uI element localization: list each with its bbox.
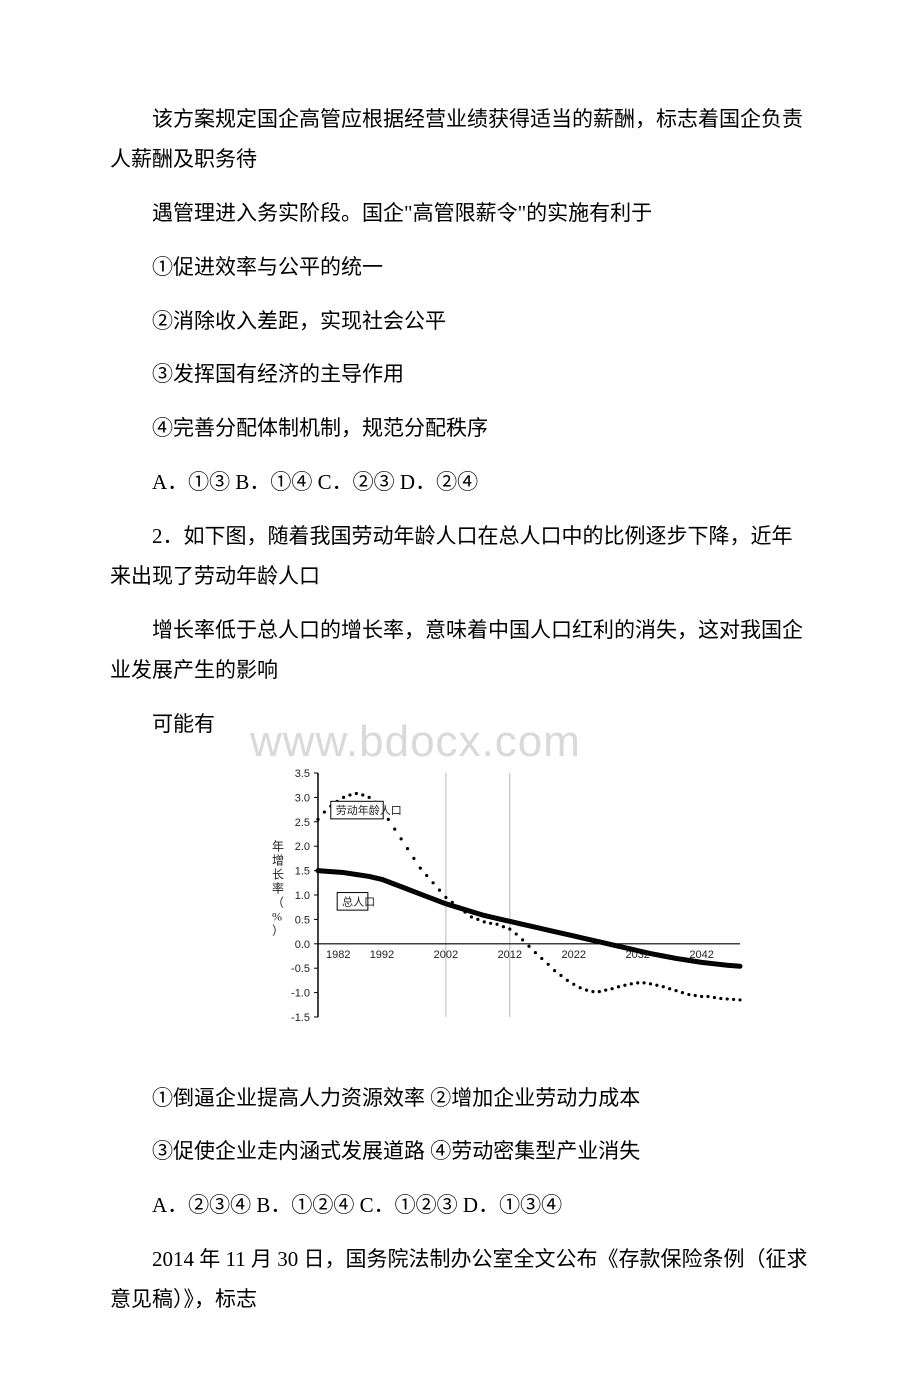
svg-text:）: ） <box>272 923 284 937</box>
option-line: ③促使企业走内涵式发展道路 ④劳动密集型产业消失 <box>110 1132 810 1172</box>
svg-text:2002: 2002 <box>434 948 458 960</box>
option-line: ①促进效率与公平的统一 <box>110 248 810 288</box>
answer-choices: A．②③④ B．①②④ C．①②③ D．①③④ <box>110 1186 810 1226</box>
svg-text:%: % <box>272 909 282 923</box>
option-line: ②消除收入差距，实现社会公平 <box>110 302 810 342</box>
chart-svg: -1.5 -1.0 -0.5 0.0 0.5 1.0 1.5 2.0 2.5 3.0 3.5 1982… <box>260 759 750 1059</box>
svg-text:3.0: 3.0 <box>295 792 310 804</box>
svg-text:1.0: 1.0 <box>295 890 310 902</box>
svg-text:1982: 1982 <box>326 948 350 960</box>
paragraph: 2014 年 11 月 30 日，国务院法制办公室全文公布《存款保险条例（征求意… <box>110 1240 810 1320</box>
document-page: 该方案规定国企高管应根据经营业绩获得适当的薪酬，标志着国企负责人薪酬及职务待 遇… <box>0 0 920 1394</box>
option-line: ③发挥国有经济的主导作用 <box>110 355 810 395</box>
svg-text:（: （ <box>272 895 284 909</box>
paragraph: 遇管理进入务实阶段。国企"高管限薪令"的实施有利于 <box>110 194 810 234</box>
svg-text:劳动年龄人口: 劳动年龄人口 <box>336 803 402 817</box>
svg-text:2.5: 2.5 <box>295 816 310 828</box>
svg-text:-1.5: -1.5 <box>291 1012 310 1024</box>
svg-text:年: 年 <box>272 839 284 853</box>
svg-text:0.0: 0.0 <box>295 938 310 950</box>
svg-text:1.5: 1.5 <box>295 865 310 877</box>
svg-text:长: 长 <box>272 867 284 881</box>
svg-text:3.5: 3.5 <box>295 768 310 780</box>
population-growth-chart: www.bdocx.com -1.5-1.0-0.50.00.51.01.52.… <box>260 759 810 1059</box>
paragraph: 该方案规定国企高管应根据经营业绩获得适当的薪酬，标志着国企负责人薪酬及职务待 <box>110 100 810 180</box>
svg-text:增: 增 <box>272 853 284 867</box>
question-stem: 2．如下图，随着我国劳动年龄人口在总人口中的比例逐步下降，近年来出现了劳动年龄人… <box>110 517 810 597</box>
svg-text:率: 率 <box>272 880 284 895</box>
paragraph: 增长率低于总人口的增长率，意味着中国人口红利的消失，这对我国企业发展产生的影响 <box>110 611 810 691</box>
svg-text:2012: 2012 <box>498 948 522 960</box>
svg-text:总人口: 总人口 <box>342 894 375 908</box>
option-line: ④完善分配体制机制，规范分配秩序 <box>110 409 810 449</box>
svg-text:-0.5: -0.5 <box>291 963 310 975</box>
svg-text:-1.0: -1.0 <box>291 987 310 999</box>
option-line: ①倒逼企业提高人力资源效率 ②增加企业劳动力成本 <box>110 1079 810 1119</box>
svg-text:2022: 2022 <box>562 948 586 960</box>
svg-text:1992: 1992 <box>370 948 394 960</box>
paragraph: 可能有 <box>110 705 810 745</box>
svg-text:0.5: 0.5 <box>295 914 310 926</box>
answer-choices: A．①③ B．①④ C．②③ D．②④ <box>110 463 810 503</box>
svg-text:2.0: 2.0 <box>295 841 310 853</box>
